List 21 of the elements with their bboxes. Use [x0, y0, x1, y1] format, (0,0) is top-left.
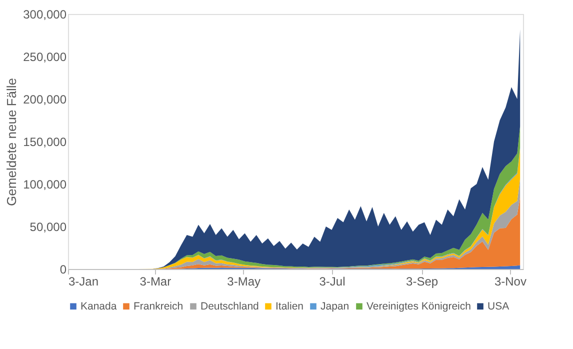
y-tick-label: 250,000 [23, 50, 67, 64]
y-tick-label: 100,000 [23, 178, 67, 192]
x-tick-label: 3-Nov [494, 274, 526, 288]
x-tick-label: 3-May [227, 274, 261, 288]
x-tick-label: 3-Mar [140, 274, 172, 288]
y-tick-label: 300,000 [23, 8, 67, 22]
legend-label: Deutschland [200, 300, 260, 312]
legend-label: Vereinigtes Königreich [366, 300, 472, 312]
y-tick-label: 50,000 [30, 220, 67, 234]
y-tick-label: 0 [60, 262, 67, 276]
x-tick-label: 3-Sep [406, 274, 438, 288]
legend-label: USA [488, 300, 510, 312]
y-axis-title: Gemeldete neue Fälle [4, 78, 20, 206]
legend-label: Italien [276, 300, 304, 312]
legend-label: Frankreich [134, 300, 184, 312]
y-tick-label: 200,000 [23, 92, 67, 106]
x-tick-label: 3-Jul [319, 274, 346, 288]
legend-label: Kanada [80, 300, 117, 312]
legend-label: Japan [320, 300, 350, 312]
x-tick-label: 3-Jan [68, 274, 99, 288]
y-tick-label: 150,000 [23, 135, 67, 149]
